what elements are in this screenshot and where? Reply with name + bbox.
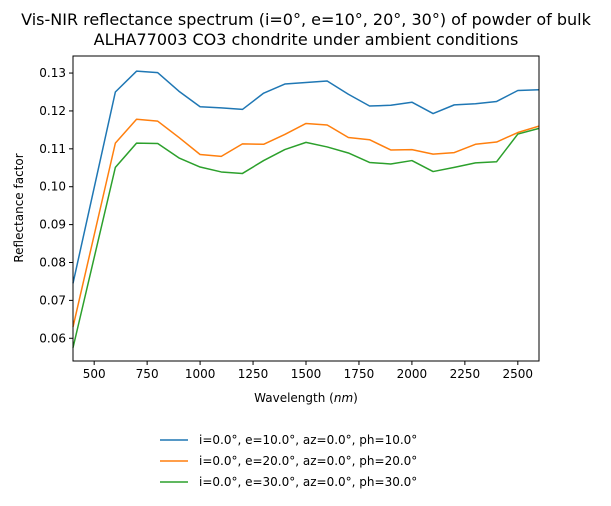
y-axis-ticks: 0.06 0.07 0.08 0.09 0.10 0.11 0.12 0.13 — [39, 66, 73, 345]
x-tick-label: 1250 — [238, 367, 269, 381]
y-tick-label: 0.12 — [39, 104, 66, 118]
x-tick-label: 1750 — [344, 367, 375, 381]
x-axis-label-prefix: Wavelength ( — [254, 391, 334, 405]
y-tick-label: 0.07 — [39, 293, 66, 307]
chart-title: Vis-NIR reflectance spectrum (i=0°, e=10… — [21, 10, 591, 49]
legend-label-2: i=0.0°, e=20.0°, az=0.0°, ph=20.0° — [199, 454, 417, 468]
x-tick-label: 2250 — [450, 367, 481, 381]
legend-label-3: i=0.0°, e=30.0°, az=0.0°, ph=30.0° — [199, 475, 417, 489]
x-tick-label: 2000 — [397, 367, 428, 381]
y-tick-label: 0.11 — [39, 142, 66, 156]
x-tick-label: 1500 — [291, 367, 322, 381]
x-axis-ticks: 500 750 1000 1250 1500 1750 2000 2250 2500 — [83, 361, 533, 381]
x-axis-label: Wavelength (nm) — [254, 391, 358, 405]
series-line-1 — [72, 70, 540, 284]
y-tick-label: 0.08 — [39, 255, 66, 269]
x-tick-label: 500 — [83, 367, 106, 381]
y-tick-label: 0.09 — [39, 218, 66, 232]
x-tick-label: 750 — [136, 367, 159, 381]
y-tick-label: 0.06 — [39, 331, 66, 345]
legend: i=0.0°, e=10.0°, az=0.0°, ph=10.0° i=0.0°… — [160, 433, 417, 489]
x-axis-label-suffix: ) — [353, 391, 358, 405]
chart-title-line-1: Vis-NIR reflectance spectrum (i=0°, e=10… — [21, 10, 591, 29]
y-tick-label: 0.13 — [39, 66, 66, 80]
y-tick-label: 0.10 — [39, 180, 66, 194]
series-line-3 — [72, 127, 540, 348]
series-line-2 — [72, 118, 540, 328]
chart-title-line-2: ALHA77003 CO3 chondrite under ambient co… — [94, 30, 519, 49]
x-axis-label-unit: nm — [334, 391, 353, 405]
legend-label-1: i=0.0°, e=10.0°, az=0.0°, ph=10.0° — [199, 433, 417, 447]
y-axis-label: Reflectance factor — [12, 153, 26, 262]
plot-frame — [72, 55, 540, 362]
plot-lines — [72, 70, 540, 348]
x-tick-label: 1000 — [185, 367, 216, 381]
x-tick-label: 2500 — [503, 367, 534, 381]
